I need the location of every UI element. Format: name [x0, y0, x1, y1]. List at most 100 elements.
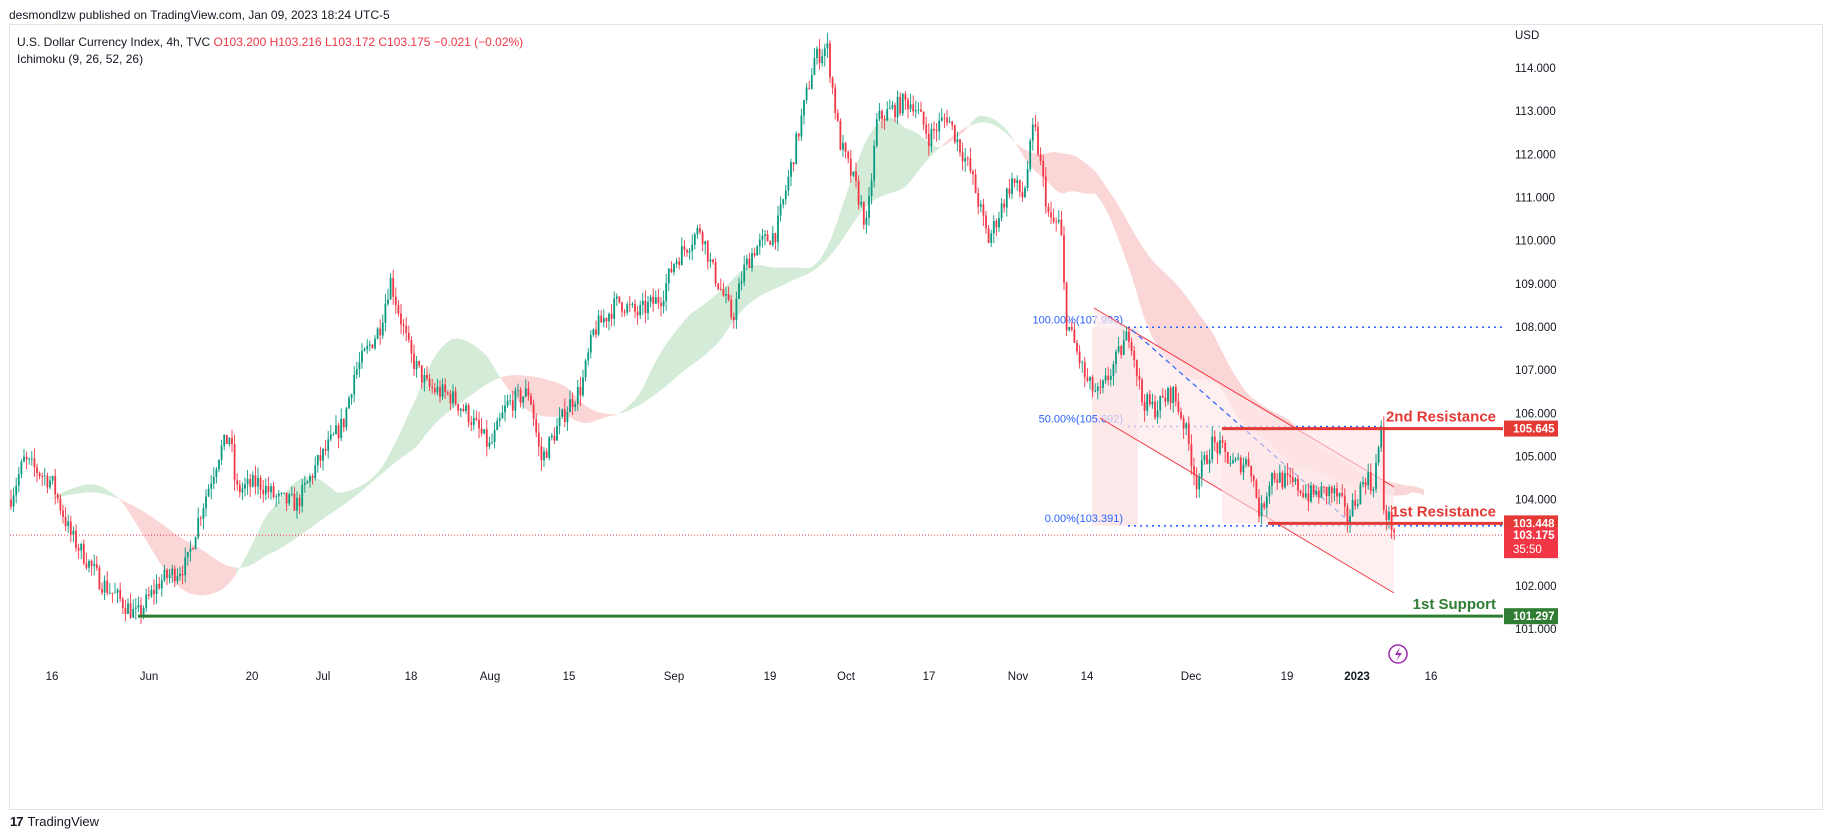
- candle-body: [275, 496, 278, 498]
- candle-body: [441, 384, 444, 397]
- candle-body: [912, 104, 915, 112]
- candle-body: [10, 499, 12, 507]
- candle-body: [1265, 496, 1268, 508]
- footer-brand[interactable]: 17 TradingView: [10, 814, 99, 829]
- candle-body: [121, 598, 124, 609]
- candle-body: [1156, 410, 1159, 418]
- candle-body: [553, 435, 556, 441]
- candle-body: [914, 110, 917, 112]
- candle-body: [1096, 386, 1099, 391]
- candle-body: [1291, 476, 1294, 482]
- candle-body: [930, 128, 933, 147]
- candle-body: [509, 400, 512, 402]
- candle-body: [517, 389, 519, 391]
- y-tick-label: 107.000: [1515, 365, 1557, 377]
- candle-body: [922, 111, 925, 125]
- candle-body: [548, 437, 551, 458]
- candle-body: [602, 318, 605, 323]
- x-tick-label: Oct: [837, 671, 856, 683]
- candle-body: [46, 475, 49, 488]
- candle-body: [1362, 482, 1364, 485]
- candle-body: [1065, 282, 1068, 331]
- candle-body: [800, 115, 803, 137]
- candle-body: [519, 389, 522, 403]
- candle-body: [1226, 451, 1229, 464]
- candle-body: [1354, 500, 1357, 506]
- symbol-label[interactable]: U.S. Dollar Currency Index, 4h, TVC: [17, 35, 211, 49]
- candle-body: [1302, 492, 1305, 498]
- candle-body: [660, 302, 662, 307]
- candle-body: [579, 387, 582, 396]
- brand-label: TradingView: [27, 814, 100, 829]
- candle-body: [103, 580, 106, 593]
- candle-body: [558, 416, 561, 427]
- candle-body: [1195, 475, 1198, 490]
- candle-body: [1284, 473, 1286, 488]
- candle-body: [688, 250, 691, 253]
- candle-body: [1083, 362, 1086, 378]
- candle-body: [631, 303, 634, 305]
- candle-body: [870, 180, 873, 197]
- candle-body: [816, 48, 818, 59]
- candle-body: [332, 433, 335, 435]
- candle-body: [192, 548, 194, 550]
- candle-body: [30, 458, 33, 460]
- candle-body: [400, 313, 402, 325]
- candle-body: [1011, 178, 1013, 194]
- candle-body: [917, 109, 920, 111]
- candle-body: [329, 434, 332, 440]
- candle-body: [348, 397, 350, 409]
- candle-body: [896, 96, 899, 118]
- candle-body: [142, 607, 145, 615]
- candle-body: [77, 548, 80, 551]
- chart-frame[interactable]: [9, 24, 1823, 810]
- candle-body: [891, 105, 894, 109]
- candle-body: [769, 241, 772, 245]
- candle-body: [504, 405, 506, 413]
- candle-body: [532, 404, 535, 420]
- candle-body: [935, 130, 938, 132]
- candle-body: [1229, 463, 1232, 464]
- indicator-label[interactable]: Ichimoku (9, 26, 52, 26): [17, 52, 144, 66]
- candle-body: [1039, 154, 1042, 162]
- candle-body: [1089, 377, 1091, 381]
- candle-body: [972, 171, 974, 175]
- candle-body: [686, 249, 688, 253]
- candle-body: [220, 445, 223, 460]
- candle-body: [420, 365, 423, 383]
- candle-body: [1138, 375, 1141, 380]
- candle-body: [64, 516, 67, 527]
- candle-body: [1104, 375, 1107, 381]
- candle-body: [1323, 486, 1325, 488]
- candle-body: [745, 258, 748, 265]
- candle-body: [384, 303, 387, 323]
- candle-body: [712, 259, 714, 263]
- candle-body: [540, 446, 543, 461]
- candle-body: [194, 537, 197, 550]
- candle-body: [1029, 140, 1032, 170]
- candle-body: [186, 551, 189, 558]
- candle-body: [904, 93, 907, 100]
- candle-body: [834, 87, 837, 113]
- candle-body: [704, 241, 707, 245]
- candle-body: [1034, 124, 1037, 127]
- candle-body: [556, 426, 558, 441]
- candle-body: [1367, 472, 1370, 486]
- candle-body: [730, 299, 733, 317]
- candle-body: [1320, 486, 1323, 498]
- candle-body: [246, 478, 249, 485]
- candle-body: [1047, 206, 1050, 213]
- candle-body: [1133, 350, 1136, 360]
- candle-body: [857, 180, 860, 205]
- candle-body: [1390, 511, 1393, 530]
- candle-body: [940, 117, 943, 121]
- candle-body: [649, 296, 652, 303]
- candle-body: [241, 488, 244, 493]
- low-value: L103.172: [324, 35, 376, 49]
- candle-body: [1263, 503, 1266, 508]
- candle-body: [582, 377, 584, 396]
- candle-body: [1169, 388, 1172, 403]
- candle-body: [966, 158, 969, 159]
- candle-body: [628, 304, 631, 306]
